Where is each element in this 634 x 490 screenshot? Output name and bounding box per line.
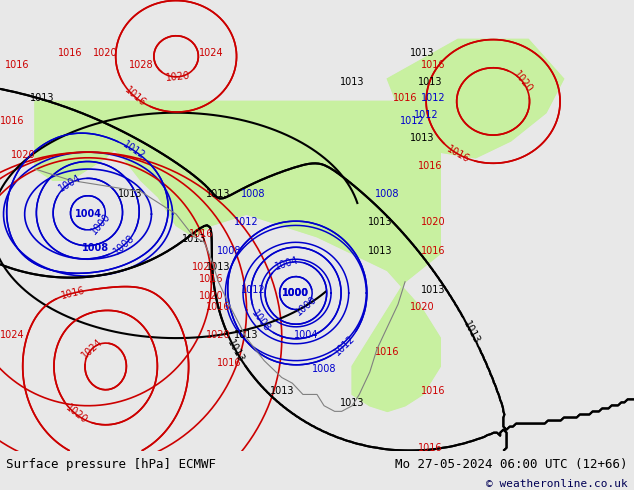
Text: 1008: 1008 — [217, 245, 241, 256]
Polygon shape — [387, 39, 564, 158]
Text: 1016: 1016 — [0, 116, 25, 126]
Text: 1000: 1000 — [89, 211, 113, 236]
Text: 1016: 1016 — [5, 60, 30, 70]
Text: 1008: 1008 — [249, 308, 271, 334]
Polygon shape — [36, 101, 440, 411]
Text: 1020: 1020 — [421, 218, 446, 227]
Text: 1013: 1013 — [368, 218, 392, 227]
Text: 1020: 1020 — [199, 291, 224, 301]
Text: 1012: 1012 — [400, 116, 424, 126]
Text: 1016: 1016 — [60, 285, 86, 301]
Text: 1016: 1016 — [393, 94, 417, 103]
Text: 1020: 1020 — [165, 71, 191, 83]
Text: 1013: 1013 — [340, 398, 365, 408]
Text: 1016: 1016 — [445, 144, 472, 165]
Text: 1013: 1013 — [118, 189, 143, 199]
Polygon shape — [36, 101, 123, 180]
Text: 1024: 1024 — [80, 337, 105, 360]
Text: 1013: 1013 — [410, 133, 435, 143]
Text: 1013: 1013 — [206, 189, 231, 199]
Text: 1020: 1020 — [206, 330, 231, 340]
Text: 1013: 1013 — [421, 285, 446, 295]
Text: 1024: 1024 — [0, 330, 25, 340]
Text: 1024: 1024 — [199, 49, 224, 58]
Text: 1013: 1013 — [226, 338, 247, 364]
Text: 1020: 1020 — [11, 150, 36, 160]
Text: 1016: 1016 — [417, 161, 442, 171]
Text: 1020: 1020 — [93, 49, 118, 58]
Text: 1004: 1004 — [57, 172, 83, 194]
Text: 1020: 1020 — [192, 263, 217, 272]
Polygon shape — [387, 39, 564, 158]
Text: © weatheronline.co.uk: © weatheronline.co.uk — [486, 479, 628, 489]
Text: 1008: 1008 — [82, 243, 108, 253]
Text: 1013: 1013 — [235, 330, 259, 340]
Text: 1020: 1020 — [511, 69, 534, 94]
Text: 1016: 1016 — [375, 347, 399, 357]
Text: 1013: 1013 — [269, 387, 294, 396]
Text: 1016: 1016 — [217, 358, 241, 368]
Polygon shape — [36, 101, 440, 411]
Text: 1013: 1013 — [340, 76, 365, 87]
Text: 1012: 1012 — [242, 285, 266, 295]
Text: 1013: 1013 — [368, 245, 392, 256]
Text: 1012: 1012 — [333, 333, 358, 357]
Text: Surface pressure [hPa] ECMWF: Surface pressure [hPa] ECMWF — [6, 458, 216, 471]
Text: 1016: 1016 — [188, 229, 213, 239]
Text: 1012: 1012 — [121, 140, 147, 162]
Text: Mo 27-05-2024 06:00 UTC (12+66): Mo 27-05-2024 06:00 UTC (12+66) — [395, 458, 628, 471]
Text: 1004: 1004 — [274, 255, 300, 271]
Text: 1016: 1016 — [199, 274, 224, 284]
Text: 1008: 1008 — [242, 189, 266, 199]
Text: 1016: 1016 — [122, 85, 148, 109]
Text: 1016: 1016 — [421, 60, 446, 70]
Text: 1008: 1008 — [112, 233, 136, 257]
Text: 1016: 1016 — [417, 443, 442, 453]
Text: 1016: 1016 — [421, 387, 446, 396]
Text: 1016: 1016 — [58, 49, 82, 58]
Text: 1008: 1008 — [375, 189, 399, 199]
Text: 1004: 1004 — [294, 330, 319, 340]
Text: 1012: 1012 — [421, 94, 446, 103]
Text: 1013: 1013 — [30, 94, 55, 103]
Text: 1012: 1012 — [234, 218, 259, 227]
Text: 1013: 1013 — [181, 234, 206, 245]
Text: 1013: 1013 — [417, 76, 442, 87]
Text: 1013: 1013 — [206, 263, 231, 272]
Text: 1020: 1020 — [410, 302, 435, 312]
Text: 1016: 1016 — [206, 302, 231, 312]
Text: 1000: 1000 — [282, 288, 309, 298]
Text: 1004: 1004 — [75, 209, 101, 219]
Text: 1013: 1013 — [410, 49, 435, 58]
Text: 1016: 1016 — [421, 245, 446, 256]
Text: 1008: 1008 — [312, 364, 336, 374]
Text: 1020: 1020 — [63, 403, 89, 426]
Text: 1000: 1000 — [282, 288, 309, 298]
Text: 1000: 1000 — [294, 294, 319, 318]
Text: 1012: 1012 — [414, 110, 439, 121]
Text: 1013: 1013 — [462, 319, 482, 346]
Text: 1028: 1028 — [129, 60, 153, 70]
